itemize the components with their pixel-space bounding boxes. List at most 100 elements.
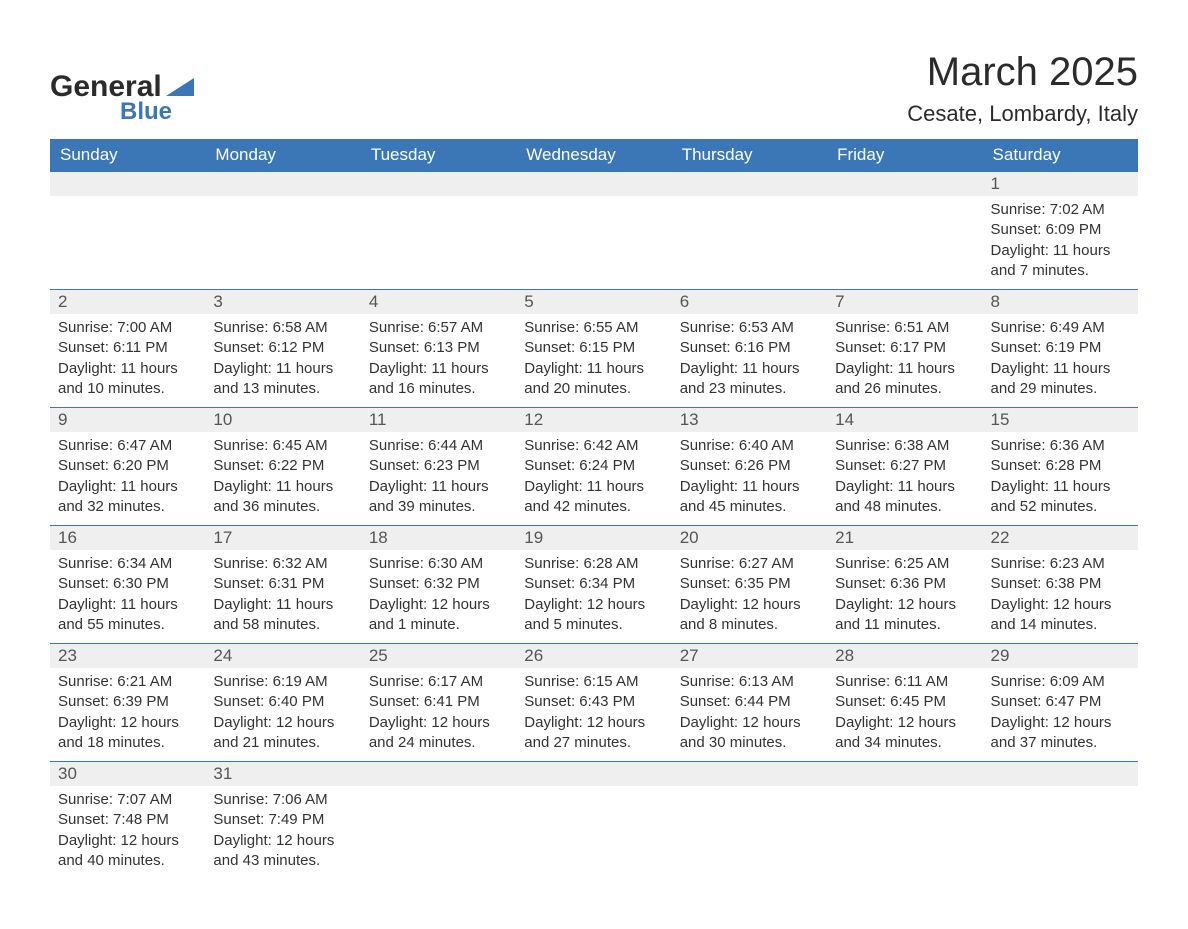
sunset-line: Sunset: 6:40 PM <box>213 692 352 712</box>
sunset-line: Sunset: 6:43 PM <box>524 692 663 712</box>
day-header: Sunday <box>50 139 205 172</box>
sunset-line: Sunset: 6:09 PM <box>991 220 1130 240</box>
daylight-line: Daylight: 12 hours and 34 minutes. <box>835 713 974 754</box>
calendar-cell: 12Sunrise: 6:42 AMSunset: 6:24 PMDayligh… <box>516 408 671 526</box>
calendar-week-row: 30Sunrise: 7:07 AMSunset: 7:48 PMDayligh… <box>50 762 1138 880</box>
daylight-line: Daylight: 11 hours and 45 minutes. <box>680 477 819 518</box>
sunrise-line: Sunrise: 6:15 AM <box>524 672 663 692</box>
day-details: Sunrise: 6:57 AMSunset: 6:13 PMDaylight:… <box>361 314 516 407</box>
calendar-cell: 6Sunrise: 6:53 AMSunset: 6:16 PMDaylight… <box>672 290 827 408</box>
day-number: 5 <box>516 290 671 314</box>
daylight-line: Daylight: 11 hours and 42 minutes. <box>524 477 663 518</box>
daylight-line: Daylight: 12 hours and 27 minutes. <box>524 713 663 754</box>
day-header: Wednesday <box>516 139 671 172</box>
sunset-line: Sunset: 6:16 PM <box>680 338 819 358</box>
day-number: 12 <box>516 408 671 432</box>
day-number: 31 <box>205 762 360 786</box>
calendar-cell: 31Sunrise: 7:06 AMSunset: 7:49 PMDayligh… <box>205 762 360 880</box>
day-details: Sunrise: 6:44 AMSunset: 6:23 PMDaylight:… <box>361 432 516 525</box>
sunset-line: Sunset: 6:27 PM <box>835 456 974 476</box>
daylight-line: Daylight: 11 hours and 10 minutes. <box>58 359 197 400</box>
calendar-cell <box>672 172 827 290</box>
sunset-line: Sunset: 6:24 PM <box>524 456 663 476</box>
day-number: 11 <box>361 408 516 432</box>
sunrise-line: Sunrise: 6:51 AM <box>835 318 974 338</box>
daylight-line: Daylight: 12 hours and 8 minutes. <box>680 595 819 636</box>
day-header: Thursday <box>672 139 827 172</box>
sunrise-line: Sunrise: 6:17 AM <box>369 672 508 692</box>
sunrise-line: Sunrise: 6:55 AM <box>524 318 663 338</box>
daylight-line: Daylight: 11 hours and 26 minutes. <box>835 359 974 400</box>
day-number: 28 <box>827 644 982 668</box>
day-number: 10 <box>205 408 360 432</box>
day-number <box>516 172 671 196</box>
calendar-cell: 1Sunrise: 7:02 AMSunset: 6:09 PMDaylight… <box>983 172 1138 290</box>
sunrise-line: Sunrise: 6:58 AM <box>213 318 352 338</box>
calendar-table: SundayMondayTuesdayWednesdayThursdayFrid… <box>50 139 1138 879</box>
brand-logo: General Blue <box>50 70 194 126</box>
day-number <box>361 172 516 196</box>
calendar-cell: 13Sunrise: 6:40 AMSunset: 6:26 PMDayligh… <box>672 408 827 526</box>
day-number: 23 <box>50 644 205 668</box>
day-details: Sunrise: 7:07 AMSunset: 7:48 PMDaylight:… <box>50 786 205 879</box>
day-number: 27 <box>672 644 827 668</box>
day-number: 25 <box>361 644 516 668</box>
calendar-cell: 10Sunrise: 6:45 AMSunset: 6:22 PMDayligh… <box>205 408 360 526</box>
day-details: Sunrise: 6:36 AMSunset: 6:28 PMDaylight:… <box>983 432 1138 525</box>
day-number: 2 <box>50 290 205 314</box>
day-number: 4 <box>361 290 516 314</box>
day-header-row: SundayMondayTuesdayWednesdayThursdayFrid… <box>50 139 1138 172</box>
calendar-cell: 8Sunrise: 6:49 AMSunset: 6:19 PMDaylight… <box>983 290 1138 408</box>
sunrise-line: Sunrise: 6:09 AM <box>991 672 1130 692</box>
day-number <box>672 762 827 786</box>
sunrise-line: Sunrise: 6:49 AM <box>991 318 1130 338</box>
day-details: Sunrise: 6:40 AMSunset: 6:26 PMDaylight:… <box>672 432 827 525</box>
month-title: March 2025 <box>907 50 1138 95</box>
calendar-cell: 25Sunrise: 6:17 AMSunset: 6:41 PMDayligh… <box>361 644 516 762</box>
sunset-line: Sunset: 6:34 PM <box>524 574 663 594</box>
sunset-line: Sunset: 6:23 PM <box>369 456 508 476</box>
day-details: Sunrise: 6:23 AMSunset: 6:38 PMDaylight:… <box>983 550 1138 643</box>
calendar-body: 1Sunrise: 7:02 AMSunset: 6:09 PMDaylight… <box>50 172 1138 880</box>
sunrise-line: Sunrise: 6:19 AM <box>213 672 352 692</box>
day-details <box>827 196 982 216</box>
daylight-line: Daylight: 12 hours and 21 minutes. <box>213 713 352 754</box>
day-details <box>672 786 827 806</box>
calendar-cell: 14Sunrise: 6:38 AMSunset: 6:27 PMDayligh… <box>827 408 982 526</box>
calendar-cell: 15Sunrise: 6:36 AMSunset: 6:28 PMDayligh… <box>983 408 1138 526</box>
day-number: 18 <box>361 526 516 550</box>
calendar-cell: 22Sunrise: 6:23 AMSunset: 6:38 PMDayligh… <box>983 526 1138 644</box>
sunrise-line: Sunrise: 6:25 AM <box>835 554 974 574</box>
day-number <box>205 172 360 196</box>
calendar-cell: 29Sunrise: 6:09 AMSunset: 6:47 PMDayligh… <box>983 644 1138 762</box>
calendar-cell: 4Sunrise: 6:57 AMSunset: 6:13 PMDaylight… <box>361 290 516 408</box>
day-header: Monday <box>205 139 360 172</box>
calendar-week-row: 9Sunrise: 6:47 AMSunset: 6:20 PMDaylight… <box>50 408 1138 526</box>
daylight-line: Daylight: 11 hours and 32 minutes. <box>58 477 197 518</box>
day-number: 17 <box>205 526 360 550</box>
calendar-cell: 5Sunrise: 6:55 AMSunset: 6:15 PMDaylight… <box>516 290 671 408</box>
day-number: 14 <box>827 408 982 432</box>
day-details: Sunrise: 6:51 AMSunset: 6:17 PMDaylight:… <box>827 314 982 407</box>
sunrise-line: Sunrise: 6:40 AM <box>680 436 819 456</box>
day-number: 16 <box>50 526 205 550</box>
sunset-line: Sunset: 6:38 PM <box>991 574 1130 594</box>
calendar-cell: 2Sunrise: 7:00 AMSunset: 6:11 PMDaylight… <box>50 290 205 408</box>
day-details <box>672 196 827 216</box>
calendar-cell <box>361 762 516 880</box>
daylight-line: Daylight: 11 hours and 7 minutes. <box>991 241 1130 282</box>
day-details: Sunrise: 6:32 AMSunset: 6:31 PMDaylight:… <box>205 550 360 643</box>
calendar-week-row: 1Sunrise: 7:02 AMSunset: 6:09 PMDaylight… <box>50 172 1138 290</box>
day-number: 8 <box>983 290 1138 314</box>
calendar-cell: 26Sunrise: 6:15 AMSunset: 6:43 PMDayligh… <box>516 644 671 762</box>
daylight-line: Daylight: 12 hours and 5 minutes. <box>524 595 663 636</box>
sunset-line: Sunset: 6:22 PM <box>213 456 352 476</box>
daylight-line: Daylight: 12 hours and 37 minutes. <box>991 713 1130 754</box>
daylight-line: Daylight: 12 hours and 11 minutes. <box>835 595 974 636</box>
day-details: Sunrise: 6:58 AMSunset: 6:12 PMDaylight:… <box>205 314 360 407</box>
sunrise-line: Sunrise: 6:53 AM <box>680 318 819 338</box>
day-details: Sunrise: 6:53 AMSunset: 6:16 PMDaylight:… <box>672 314 827 407</box>
day-details: Sunrise: 6:13 AMSunset: 6:44 PMDaylight:… <box>672 668 827 761</box>
day-details: Sunrise: 6:42 AMSunset: 6:24 PMDaylight:… <box>516 432 671 525</box>
daylight-line: Daylight: 11 hours and 52 minutes. <box>991 477 1130 518</box>
